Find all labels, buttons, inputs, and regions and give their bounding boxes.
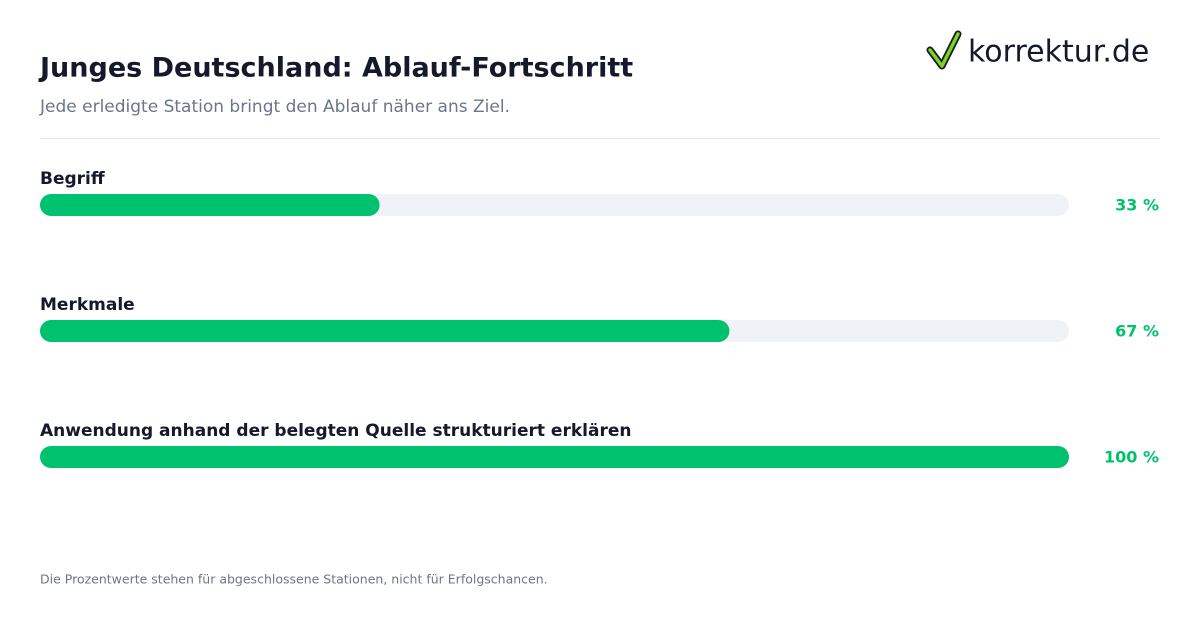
bar xyxy=(40,194,380,216)
logo-check xyxy=(928,32,960,68)
bar xyxy=(40,320,730,342)
bar xyxy=(40,446,1069,468)
logo-text: korrektur.de xyxy=(968,35,1149,70)
value-label: 100 % xyxy=(1104,448,1159,467)
value-label: 33 % xyxy=(1115,196,1159,215)
logo: korrektur.de xyxy=(926,30,1149,70)
footnote: Die Prozentwerte stehen für abgeschlosse… xyxy=(40,572,548,587)
chart-subtitle: Jede erledigte Station bringt den Ablauf… xyxy=(39,97,510,117)
category-label: Anwendung anhand der belegten Quelle str… xyxy=(40,421,631,441)
category-label: Begriff xyxy=(40,169,105,189)
category-label: Merkmale xyxy=(40,295,135,315)
value-label: 67 % xyxy=(1115,322,1159,341)
chart-title: Junges Deutschland: Ablauf-Fortschritt xyxy=(38,53,633,84)
